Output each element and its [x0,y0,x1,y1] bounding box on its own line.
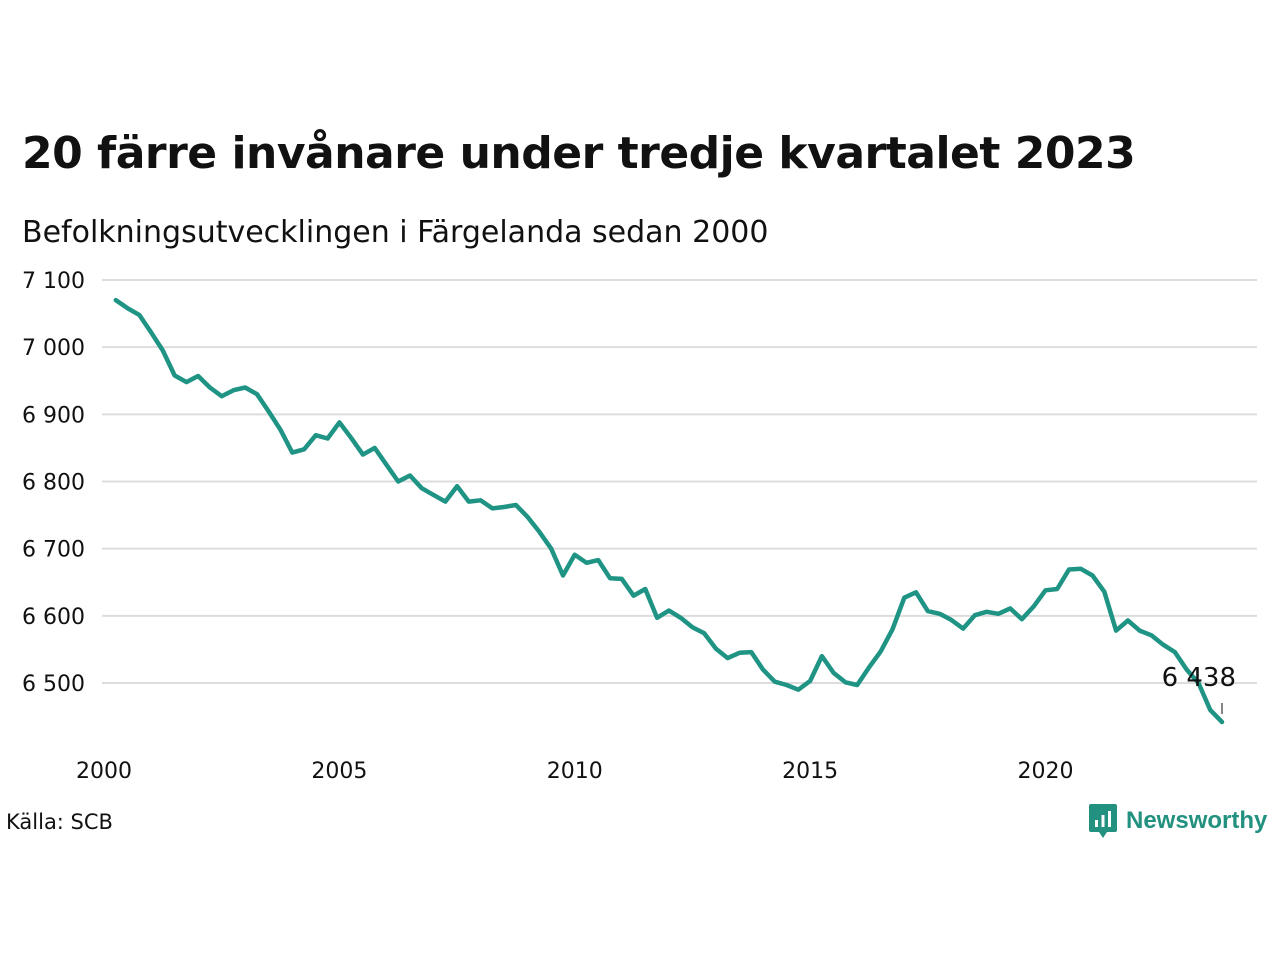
chart-title: 20 färre invånare under tredje kvartalet… [22,128,1136,179]
y-tick-label: 7 000 [22,336,85,361]
source-note: Källa: SCB [6,810,113,834]
y-axis-labels: 6 500 6 600 6 700 6 800 6 900 7 000 7 100 [22,269,85,697]
x-tick-label: 2005 [311,759,367,784]
line-chart: 6 500 6 600 6 700 6 800 6 900 7 000 7 100 2000… [22,269,1257,784]
x-tick-label: 2015 [782,759,838,784]
x-tick-label: 2020 [1017,759,1073,784]
x-axis-labels: 2000 2005 2010 2015 2020 [76,759,1073,784]
x-tick-label: 2000 [76,759,132,784]
brand-logo: Newsworthy [1088,802,1267,840]
y-tick-label: 6 800 [22,471,85,496]
series-line [113,297,1225,725]
series-group [113,297,1225,725]
x-tick-label: 2010 [547,759,603,784]
y-tick-label: 6 900 [22,403,85,428]
y-tick-label: 6 600 [22,605,85,630]
end-value-label: 6 438 [1162,663,1236,693]
y-tick-label: 7 100 [22,269,85,294]
grid-lines [102,279,1257,684]
newsworthy-logo-icon [1089,804,1117,838]
brand-name: Newsworthy [1126,807,1268,834]
y-tick-label: 6 500 [22,672,85,697]
chart-subtitle: Befolkningsutvecklingen i Färgelanda sed… [22,215,769,250]
end-annotation: 6 438 [1162,663,1236,714]
y-tick-label: 6 700 [22,538,85,563]
